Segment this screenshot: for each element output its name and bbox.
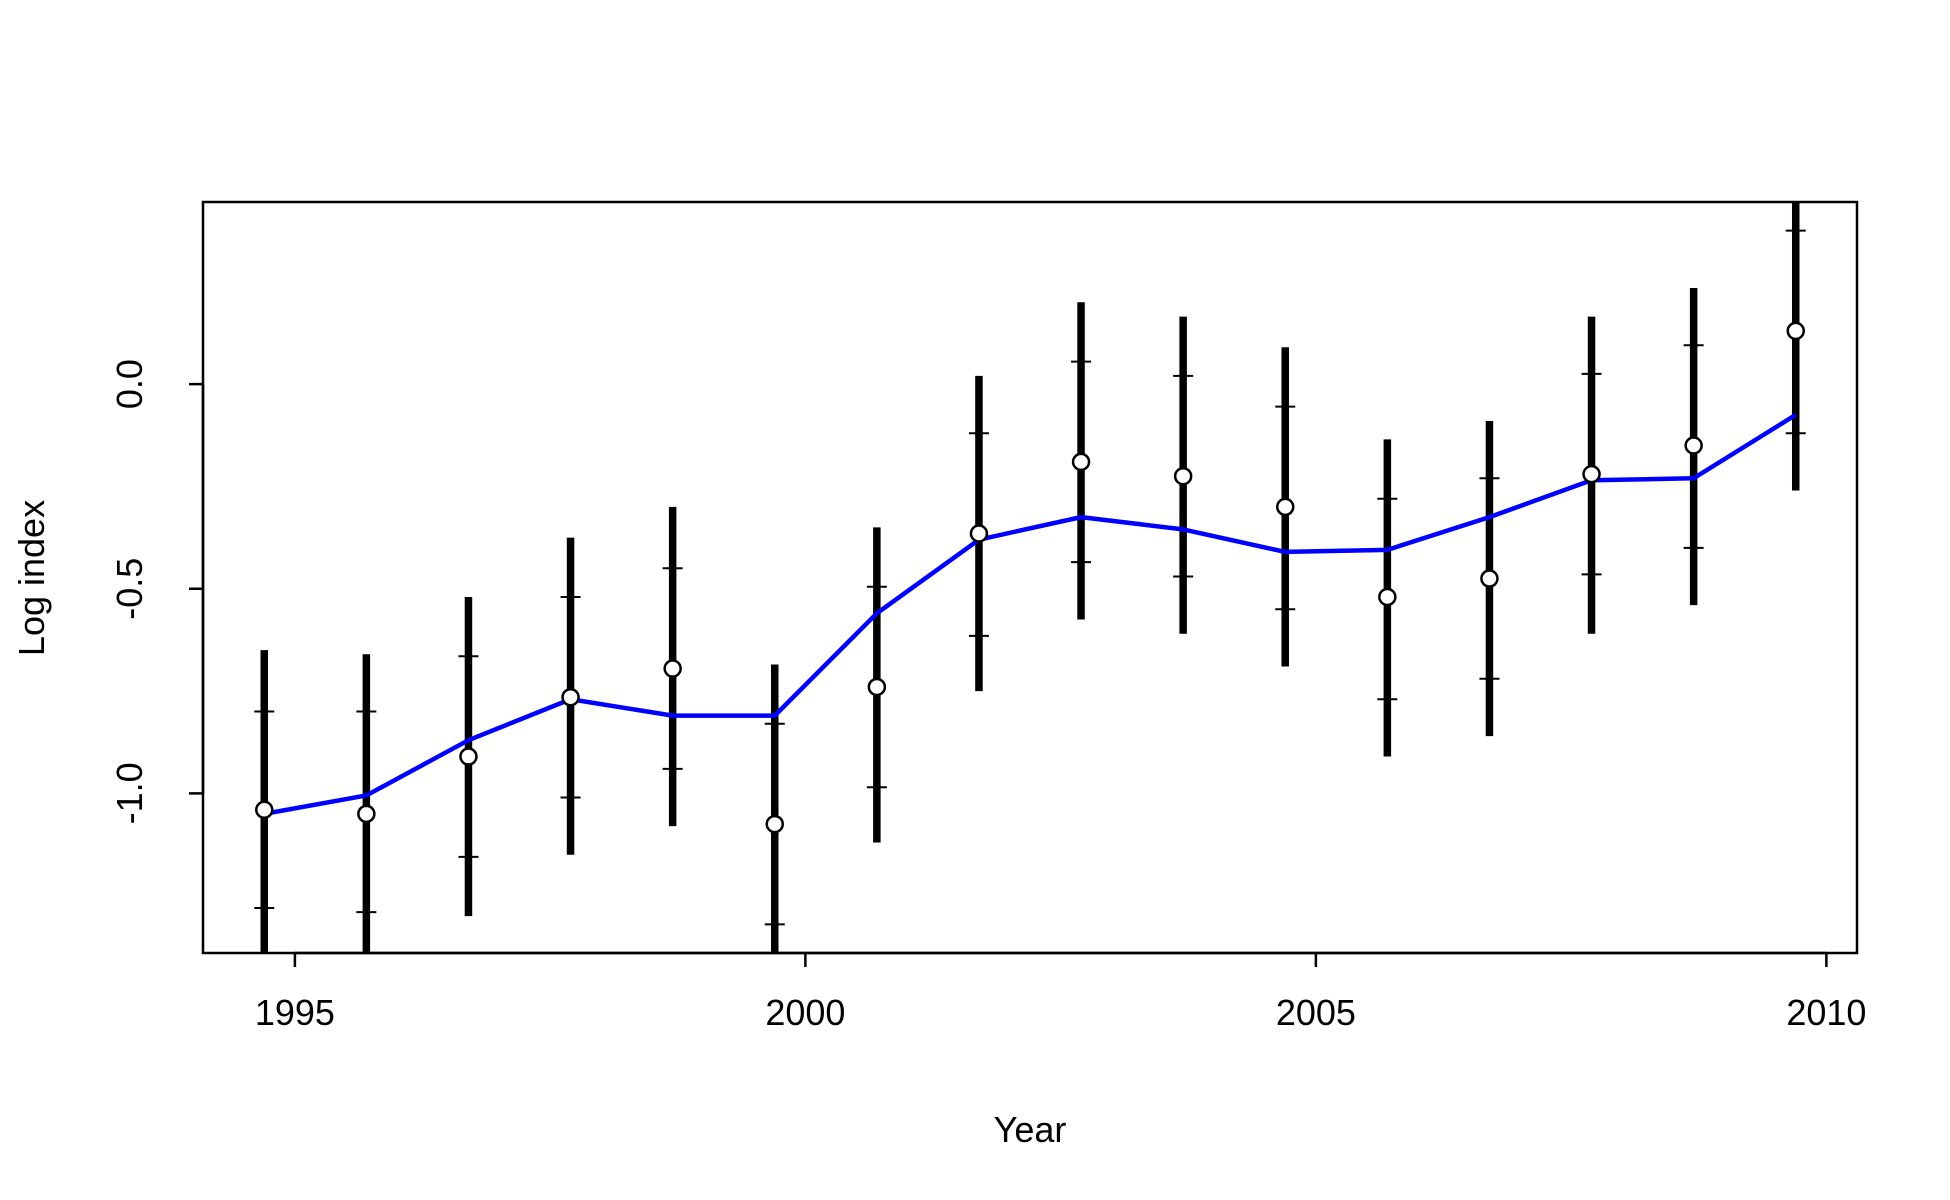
observed-point [969,524,989,543]
observed-point [255,800,274,820]
y-axis: -1.0 -0.5 0.0 [109,359,205,824]
x-tick-label: 2005 [1276,992,1356,1033]
y-tick-label: -0.5 [109,558,150,620]
observed-point [1173,466,1193,486]
observed-points [255,321,1805,834]
standard-error-ticks [254,229,1806,926]
y-tick-label: -1.0 [109,762,150,824]
y-axis-label: Log index [11,500,52,656]
observed-point [1480,569,1499,588]
x-tick-label: 1995 [255,992,335,1033]
observed-point [561,687,580,707]
observed-point [1378,587,1397,607]
observed-point [1275,497,1295,517]
y-tick-label: 0.0 [109,359,150,409]
fitted-line [263,412,1797,817]
x-tick-label: 2000 [765,992,845,1033]
x-axis-label: Year [994,1109,1067,1150]
observed-point [459,747,478,766]
observed-point [357,804,376,824]
observed-point [867,677,887,697]
observed-point [1684,436,1703,455]
x-tick-label: 2010 [1786,992,1866,1033]
observed-point [1582,464,1601,484]
observed-point [1786,321,1805,341]
x-axis: 1995 2000 2005 2010 [255,951,1866,1033]
observed-point [765,814,785,834]
observed-point [1071,452,1091,472]
observed-point [663,659,682,678]
